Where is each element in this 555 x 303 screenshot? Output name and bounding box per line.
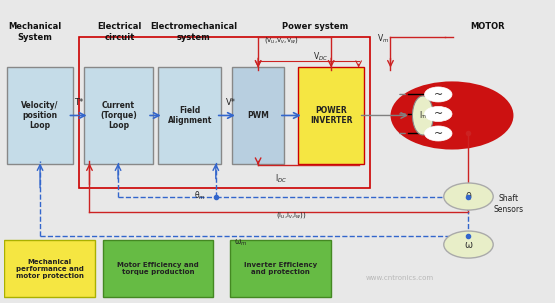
Text: Motor Efficiency and
torque production: Motor Efficiency and torque production — [117, 262, 199, 275]
Text: PWM: PWM — [248, 111, 269, 120]
FancyBboxPatch shape — [230, 240, 331, 297]
FancyBboxPatch shape — [7, 68, 73, 164]
Text: T*: T* — [74, 98, 84, 107]
Text: ~: ~ — [433, 89, 443, 99]
Text: ~: ~ — [433, 109, 443, 119]
FancyBboxPatch shape — [298, 68, 364, 164]
Text: Inverter Efficiency
and protection: Inverter Efficiency and protection — [244, 262, 317, 275]
Text: POWER
INVERTER: POWER INVERTER — [310, 106, 352, 125]
Text: V$_{DC}$: V$_{DC}$ — [313, 50, 329, 63]
FancyBboxPatch shape — [103, 240, 213, 297]
Text: (i$_u$,i$_v$,i$_w$)): (i$_u$,i$_v$,i$_w$)) — [276, 210, 306, 220]
Ellipse shape — [412, 96, 433, 135]
FancyBboxPatch shape — [84, 68, 153, 164]
FancyBboxPatch shape — [233, 68, 285, 164]
Text: Electrical
circuit: Electrical circuit — [98, 22, 142, 42]
Text: MOTOR: MOTOR — [471, 22, 505, 32]
Circle shape — [425, 87, 452, 102]
Circle shape — [444, 231, 493, 258]
Text: ω$_m$: ω$_m$ — [234, 237, 247, 248]
Text: θ$_m$: θ$_m$ — [194, 189, 205, 201]
Text: I$_{DC}$: I$_{DC}$ — [275, 172, 287, 185]
Text: V$_m$: V$_m$ — [377, 32, 390, 45]
Text: θ: θ — [466, 191, 471, 201]
Text: www.cntronics.com: www.cntronics.com — [366, 275, 434, 281]
FancyBboxPatch shape — [4, 240, 95, 297]
Text: V*: V* — [226, 98, 236, 107]
Text: Power system: Power system — [281, 22, 348, 32]
Text: Field
Alignment: Field Alignment — [168, 106, 212, 125]
Text: (v$_u$,v$_v$,v$_w$): (v$_u$,v$_v$,v$_w$) — [264, 35, 299, 45]
Text: Iₘ: Iₘ — [420, 111, 426, 120]
Text: ω: ω — [465, 240, 472, 250]
Circle shape — [444, 183, 493, 210]
Text: ~: ~ — [433, 128, 443, 138]
Circle shape — [392, 82, 512, 148]
Text: Mechanical
performance and
motor protection: Mechanical performance and motor protect… — [16, 258, 84, 278]
FancyBboxPatch shape — [158, 68, 221, 164]
Text: Electromechanical
system: Electromechanical system — [150, 22, 238, 42]
Text: Current
(Torque)
Loop: Current (Torque) Loop — [100, 101, 137, 130]
Text: Velocity/
position
Loop: Velocity/ position Loop — [22, 101, 59, 130]
Text: Shaft
Sensors: Shaft Sensors — [493, 194, 523, 214]
Circle shape — [425, 126, 452, 141]
Text: Mechanical
System: Mechanical System — [8, 22, 61, 42]
Circle shape — [425, 106, 452, 122]
